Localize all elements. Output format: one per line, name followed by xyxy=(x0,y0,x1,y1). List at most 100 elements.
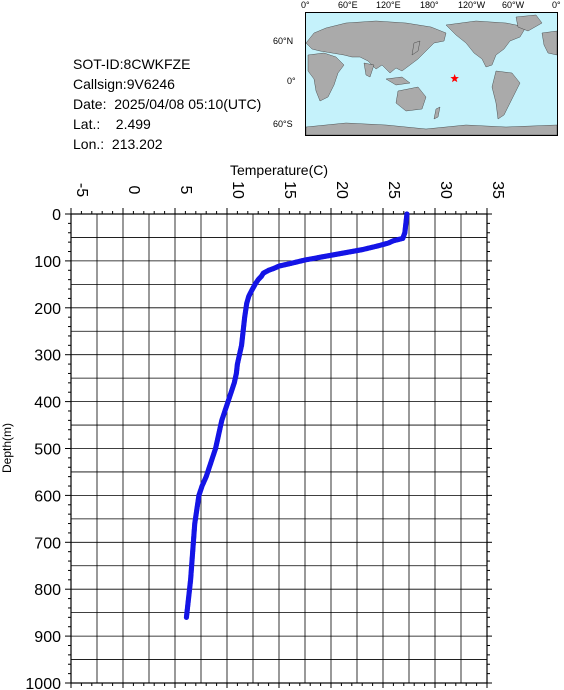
latitude-text: Lat.: 2.499 xyxy=(73,116,151,132)
data-point xyxy=(229,385,236,391)
data-point xyxy=(316,254,322,261)
data-point xyxy=(262,269,268,275)
data-point xyxy=(184,612,190,618)
data-point xyxy=(220,412,227,418)
data-point xyxy=(185,604,191,610)
data-point xyxy=(189,556,195,562)
data-point xyxy=(229,388,235,394)
data-point xyxy=(187,578,194,584)
data-point xyxy=(218,419,225,425)
data-point xyxy=(236,352,243,358)
callsign-text: Callsign:9V6246 xyxy=(73,76,175,92)
data-point xyxy=(400,235,406,241)
data-point xyxy=(242,311,248,317)
data-point xyxy=(190,547,196,553)
data-point xyxy=(260,271,266,277)
data-point xyxy=(257,275,263,281)
data-point xyxy=(212,445,219,452)
data-point xyxy=(192,515,199,521)
data-point xyxy=(187,583,193,590)
data-point xyxy=(386,239,393,246)
data-point xyxy=(188,575,194,582)
india-shape xyxy=(363,62,375,78)
data-point xyxy=(188,574,194,580)
data-point xyxy=(402,226,408,232)
x-tick-label: 30 xyxy=(437,181,454,199)
data-point xyxy=(209,455,216,461)
data-point xyxy=(233,372,239,378)
data-point xyxy=(352,248,358,254)
data-point xyxy=(233,369,240,375)
data-point xyxy=(263,269,269,275)
data-point xyxy=(249,287,255,293)
sot-id-text: SOT-ID:8CWKFZE xyxy=(73,56,191,72)
world-map-svg xyxy=(306,14,557,135)
data-point xyxy=(340,250,346,256)
data-point xyxy=(388,239,394,245)
data-point xyxy=(309,256,315,262)
data-point xyxy=(230,382,236,389)
data-point xyxy=(205,468,211,474)
data-point xyxy=(276,263,282,269)
data-point xyxy=(337,251,343,257)
data-point xyxy=(191,525,198,531)
data-point xyxy=(288,260,294,266)
data-point xyxy=(191,526,197,532)
data-point xyxy=(186,586,193,592)
europe-west-shape xyxy=(541,30,557,56)
data-point xyxy=(249,286,256,292)
data-point xyxy=(221,411,227,417)
data-point xyxy=(239,337,245,343)
x-tick-label: 20 xyxy=(333,181,350,199)
data-point xyxy=(217,427,223,433)
x-axis-label: Temperature(C) xyxy=(230,162,328,178)
data-point xyxy=(232,374,239,381)
data-point xyxy=(303,257,310,263)
data-point xyxy=(201,479,207,485)
data-point xyxy=(198,486,204,492)
map-lat-label-60n: 60°N xyxy=(273,36,294,46)
data-point xyxy=(241,322,247,328)
data-point xyxy=(225,399,231,405)
data-point xyxy=(362,246,368,252)
map-lon-label-120w: 120°W xyxy=(458,0,486,10)
data-point xyxy=(215,435,221,441)
data-point xyxy=(241,318,247,324)
data-point xyxy=(212,447,218,453)
data-point xyxy=(225,397,232,403)
data-point xyxy=(373,243,379,249)
data-point xyxy=(195,501,201,507)
data-point xyxy=(243,301,250,308)
data-point xyxy=(257,274,264,280)
data-point xyxy=(267,267,273,273)
data-point xyxy=(185,597,191,603)
japan-shape xyxy=(411,40,421,56)
data-point xyxy=(221,409,228,415)
data-point xyxy=(266,267,272,273)
data-point xyxy=(215,436,221,442)
data-point xyxy=(234,365,240,371)
data-point xyxy=(361,246,367,252)
data-point xyxy=(319,254,325,260)
data-point xyxy=(237,348,243,354)
data-point xyxy=(381,241,387,247)
y-tick-label: 300 xyxy=(34,348,61,365)
data-point xyxy=(224,401,230,407)
data-point xyxy=(347,249,353,255)
data-point xyxy=(194,506,200,513)
data-point xyxy=(243,306,249,312)
data-point xyxy=(190,544,196,551)
data-point xyxy=(402,224,409,230)
data-point xyxy=(235,356,242,362)
data-point xyxy=(184,605,191,611)
data-point xyxy=(191,536,197,542)
data-point xyxy=(351,248,357,254)
data-point xyxy=(197,488,203,494)
data-point xyxy=(201,478,208,484)
data-point xyxy=(269,266,276,272)
data-point xyxy=(377,242,383,248)
data-point xyxy=(194,502,201,508)
data-point xyxy=(216,428,223,434)
data-point xyxy=(189,558,195,565)
